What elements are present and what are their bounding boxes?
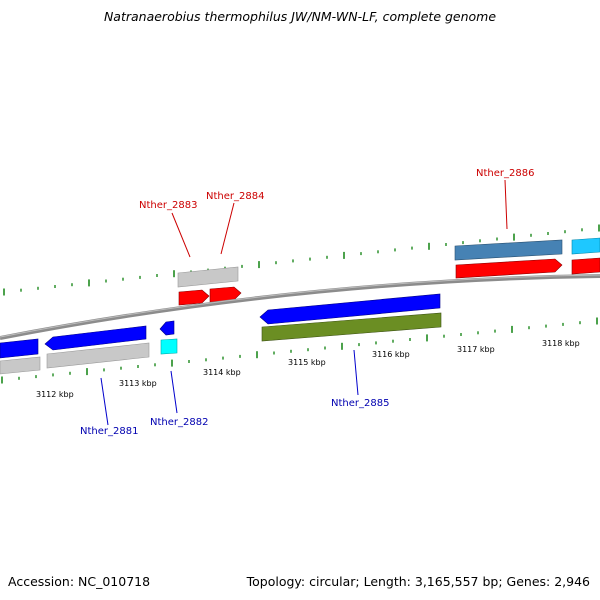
gene-2881-blue[interactable]: [44, 325, 147, 351]
leader-2881: [100, 377, 109, 426]
genome-backbone: [0, 274, 600, 340]
gene-right-cyan[interactable]: [571, 237, 600, 255]
leader-2885: [353, 349, 359, 396]
tick-marks: [1, 224, 600, 384]
gene-2882-blue[interactable]: [159, 320, 175, 336]
position-label: 3118 kbp: [542, 339, 580, 348]
leader-2884: [220, 202, 235, 255]
gene-label-2886[interactable]: Nther_2886: [476, 168, 534, 179]
position-label: 3114 kbp: [203, 368, 241, 377]
genome-summary: Topology: circular; Length: 3,165,557 bp…: [246, 574, 590, 589]
gene-left-blue-reverse[interactable]: [0, 338, 39, 359]
leader-2882: [170, 370, 178, 414]
gene-labels: Nther_2883 Nther_2884 Nther_2886 Nther_2…: [80, 168, 534, 437]
position-label: 3115 kbp: [288, 358, 326, 367]
gene-label-2883[interactable]: Nther_2883: [139, 200, 197, 211]
gene-2883-red[interactable]: [178, 289, 210, 306]
gene-right-red[interactable]: [571, 257, 600, 275]
position-label: 3116 kbp: [372, 350, 410, 359]
gene-features: [0, 237, 600, 375]
gene-2882-cyan[interactable]: [160, 338, 178, 355]
gene-label-2882[interactable]: Nther_2882: [150, 417, 208, 428]
gene-2886-steelblue[interactable]: [454, 239, 563, 261]
map-title: Natranaerobius thermophilus JW/NM-WN-LF,…: [103, 9, 497, 24]
accession-label: Accession: NC_010718: [8, 574, 151, 589]
gene-2885-olive[interactable]: [261, 312, 442, 342]
gene-label-2885[interactable]: Nther_2885: [331, 398, 389, 409]
position-label: 3112 kbp: [36, 390, 74, 399]
gene-2884-red[interactable]: [209, 286, 242, 303]
gene-2886-red[interactable]: [455, 258, 563, 279]
position-label: 3113 kbp: [119, 379, 157, 388]
gene-left-gray-reverse[interactable]: [0, 356, 41, 375]
gene-2883-gray[interactable]: [177, 266, 239, 288]
leader-2883: [171, 212, 191, 258]
label-leaders: [100, 179, 508, 426]
leader-2886: [504, 179, 508, 230]
gene-label-2881[interactable]: Nther_2881: [80, 426, 138, 437]
position-label: 3117 kbp: [457, 345, 495, 354]
gene-2881-gray[interactable]: [46, 342, 150, 369]
position-labels: 3112 kbp 3113 kbp 3114 kbp 3115 kbp 3116…: [36, 339, 580, 399]
gene-2885-blue[interactable]: [259, 293, 441, 325]
gene-label-2884[interactable]: Nther_2884: [206, 191, 264, 202]
genome-backbone-highlight: [0, 274, 600, 338]
